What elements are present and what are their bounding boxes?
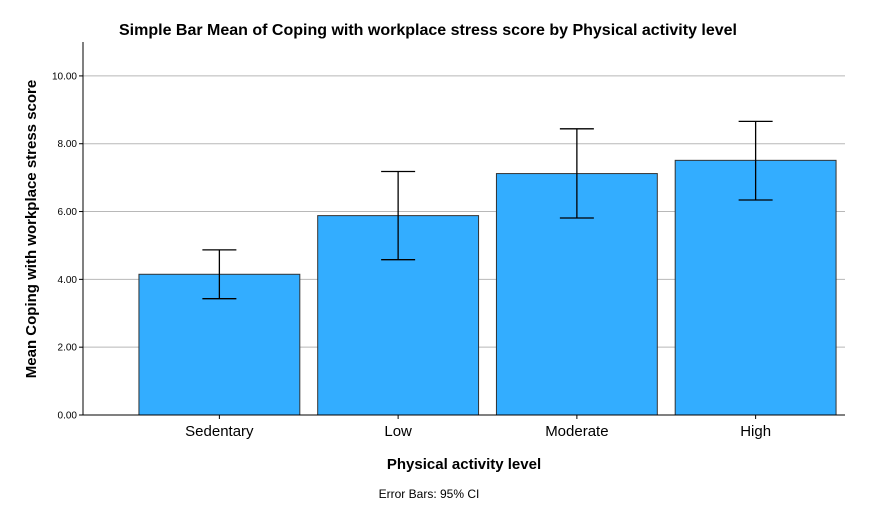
chart-title: Simple Bar Mean of Coping with workplace… bbox=[119, 22, 737, 39]
x-tick-label: Moderate bbox=[545, 423, 608, 440]
y-axis-title: Mean Coping with workplace stress score bbox=[23, 80, 40, 378]
y-tick-label: 8.00 bbox=[58, 139, 78, 150]
x-tick-label: High bbox=[740, 423, 771, 440]
x-tick-label: Low bbox=[384, 423, 412, 440]
bar bbox=[674, 159, 837, 416]
error-bars-footnote: Error Bars: 95% CI bbox=[379, 487, 480, 501]
x-axis-title: Physical activity level bbox=[387, 456, 541, 473]
y-tick-label: 6.00 bbox=[58, 207, 78, 218]
x-tick-label: Sedentary bbox=[185, 423, 254, 440]
y-tick-label: 10.00 bbox=[52, 71, 77, 82]
y-axis-ticks: 0.00 2.00 4.00 6.00 8.00 10.00 bbox=[52, 71, 83, 422]
bars bbox=[138, 159, 837, 416]
y-tick-label: 2.00 bbox=[58, 343, 78, 354]
error-bars bbox=[202, 120, 773, 300]
x-axis-ticks: Sedentary Low Moderate High bbox=[185, 415, 771, 440]
y-tick-label: 4.00 bbox=[58, 275, 78, 286]
y-tick-label: 0.00 bbox=[58, 411, 78, 422]
